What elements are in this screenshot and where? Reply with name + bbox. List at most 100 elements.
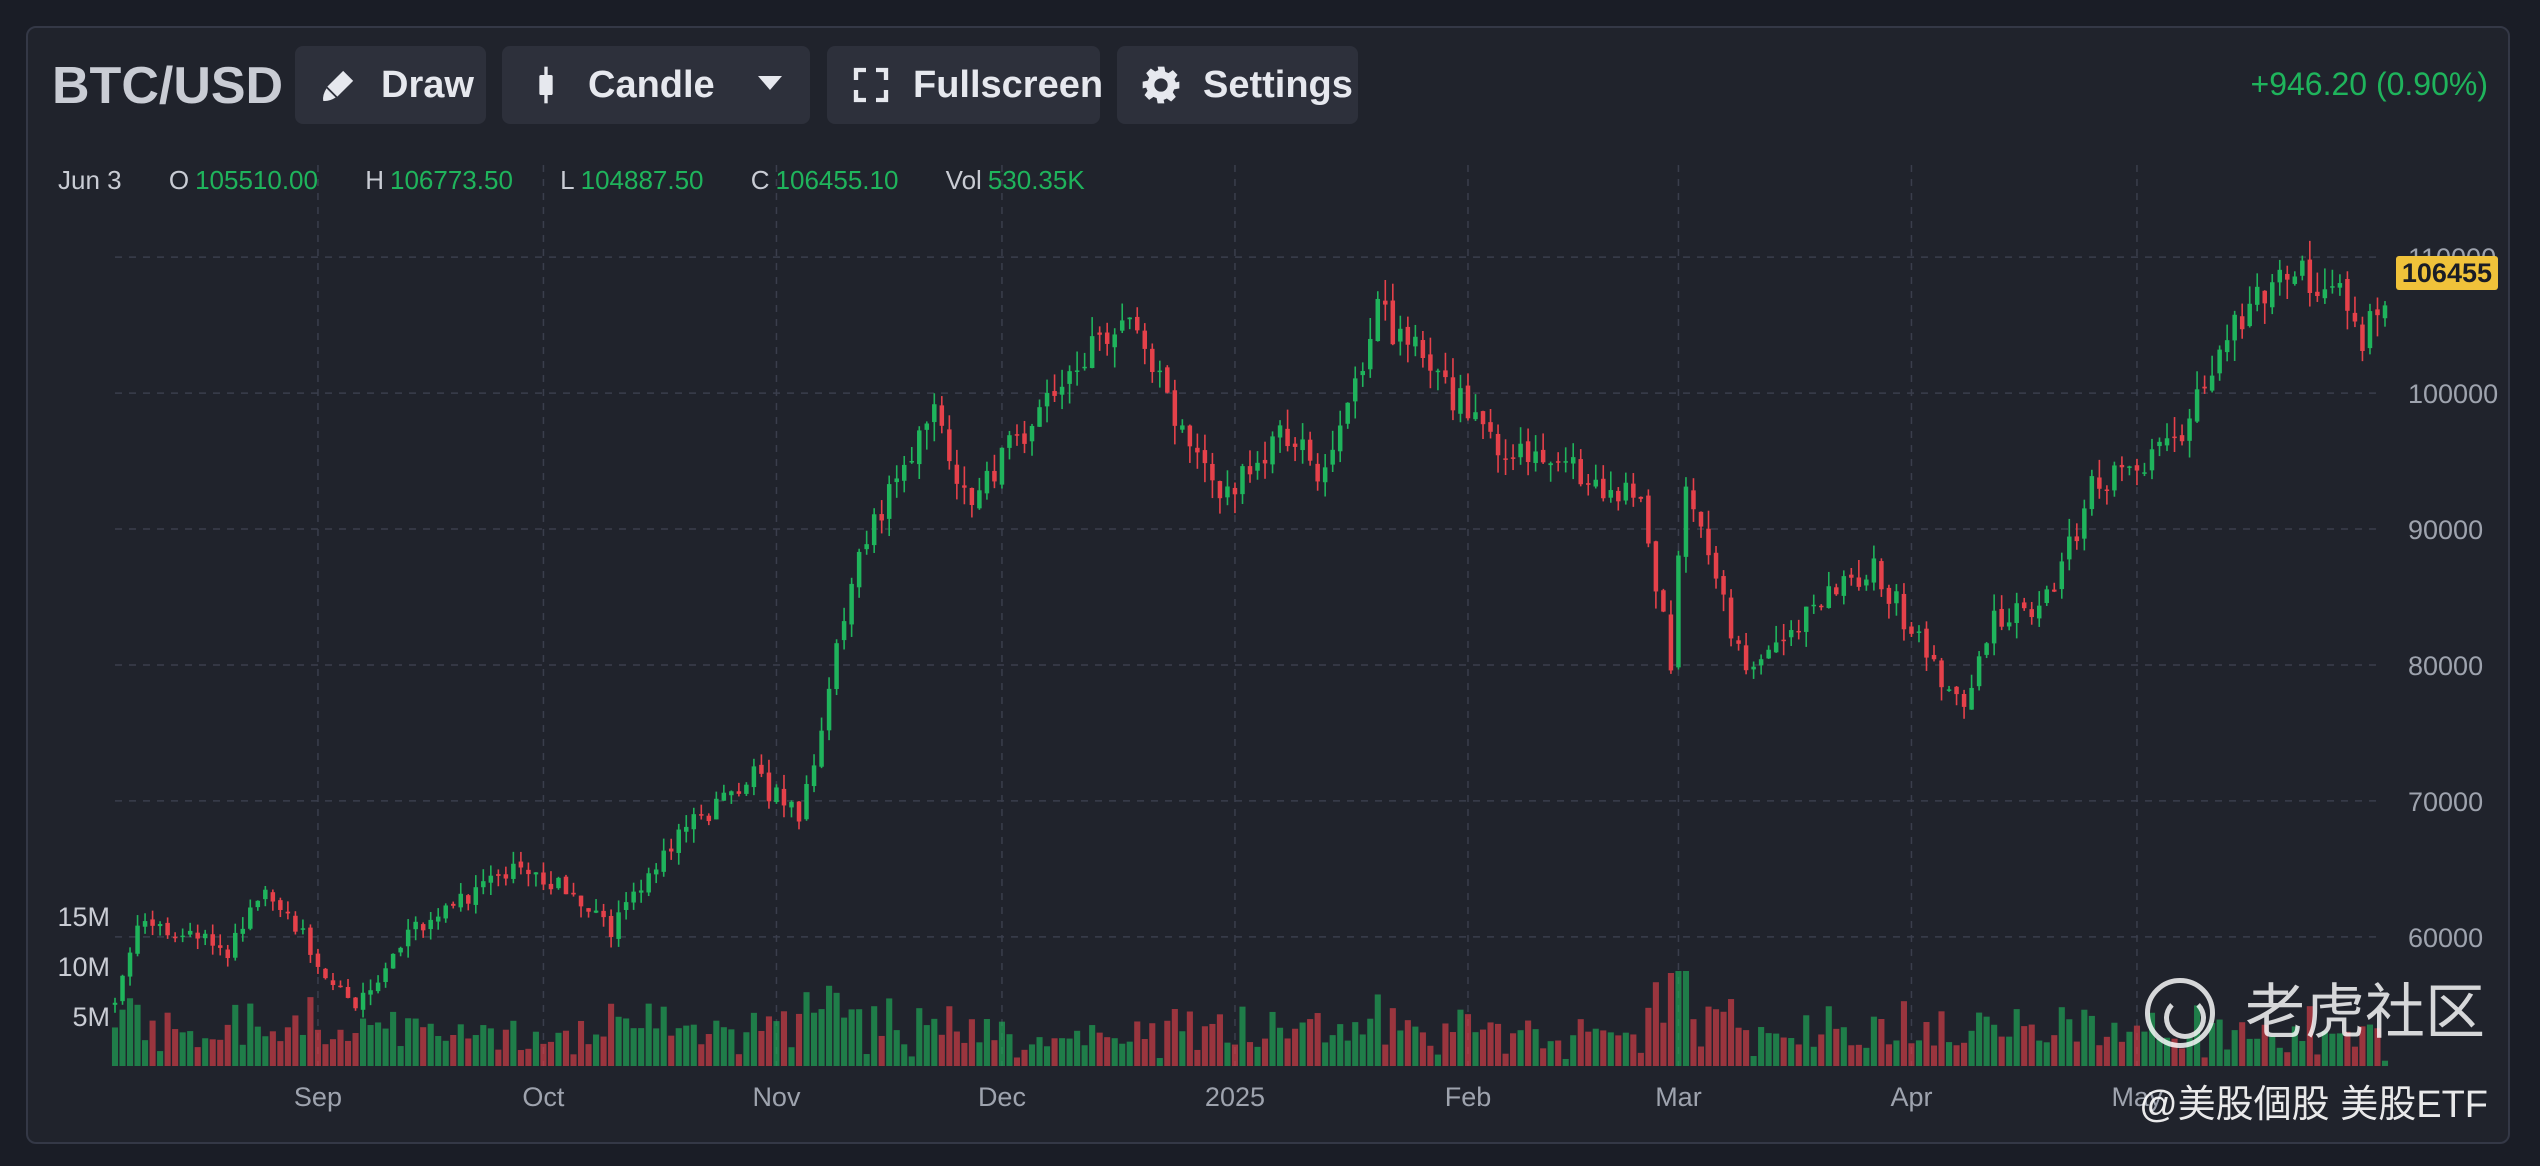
candle bbox=[135, 915, 140, 957]
volume-bar bbox=[1367, 1018, 1374, 1066]
candle bbox=[518, 851, 524, 875]
volume-bar bbox=[1540, 1048, 1547, 1066]
candle-body bbox=[638, 890, 644, 893]
candle bbox=[2262, 290, 2267, 324]
candle bbox=[2277, 259, 2283, 296]
fullscreen-button[interactable]: Fullscreen bbox=[827, 46, 1104, 124]
volume-bar bbox=[292, 1015, 299, 1066]
candle-body bbox=[1713, 552, 1719, 579]
volume-bar bbox=[1825, 1006, 1832, 1066]
volume-bar bbox=[2096, 1045, 2103, 1066]
candle bbox=[315, 948, 321, 974]
candle-body bbox=[1991, 610, 1997, 644]
candle-body bbox=[2232, 314, 2237, 341]
candle-body bbox=[1811, 604, 1816, 607]
candle-body bbox=[2224, 340, 2230, 353]
volume-bar bbox=[1449, 1032, 1456, 1066]
candle-body bbox=[2164, 438, 2170, 446]
volume-bar bbox=[1299, 1022, 1306, 1066]
candle bbox=[2074, 523, 2080, 550]
volume-bar bbox=[833, 992, 840, 1066]
candle-body bbox=[2142, 472, 2147, 474]
candle-body bbox=[1879, 561, 1884, 590]
candle bbox=[1029, 423, 1035, 456]
chart-type-dropdown[interactable]: Candle bbox=[502, 46, 810, 124]
volume-bar bbox=[495, 1049, 502, 1066]
candle-body bbox=[2352, 312, 2358, 322]
volume-bar bbox=[938, 1034, 945, 1066]
candle-body bbox=[1668, 614, 1674, 671]
candle-body bbox=[1984, 643, 1989, 655]
candle-body bbox=[2187, 418, 2192, 441]
candle bbox=[1292, 437, 1298, 462]
volume-bar bbox=[1848, 1045, 1855, 1066]
volume-bar bbox=[547, 1041, 555, 1066]
volume-bar bbox=[953, 1031, 960, 1066]
candle-body bbox=[1383, 300, 1388, 305]
volume-bar bbox=[1412, 1026, 1419, 1066]
candle-body bbox=[450, 903, 456, 906]
volume-bar bbox=[1953, 1045, 1960, 1066]
candle bbox=[2194, 371, 2200, 423]
candle-body bbox=[1405, 326, 1411, 345]
volume-tick-label: 10M bbox=[57, 952, 110, 982]
candle bbox=[1601, 465, 1606, 502]
x-tick-label: Sep bbox=[294, 1082, 342, 1112]
candle-body bbox=[1728, 597, 1734, 639]
volume-bar bbox=[1555, 1040, 1562, 1066]
candle bbox=[1315, 453, 1320, 491]
close-value: 106455.10 bbox=[775, 165, 899, 195]
candle bbox=[781, 774, 787, 818]
volume-bar bbox=[2013, 1009, 2020, 1066]
candle bbox=[2330, 269, 2335, 294]
candle-body bbox=[1059, 386, 1065, 395]
candle-body bbox=[2067, 536, 2072, 560]
candle bbox=[1225, 470, 1230, 506]
candle bbox=[1811, 594, 1816, 614]
candle-body bbox=[1112, 334, 1117, 348]
volume-bar bbox=[818, 1009, 825, 1066]
candle-body bbox=[699, 814, 704, 816]
candle-body bbox=[2209, 375, 2215, 391]
volume-bar bbox=[1036, 1037, 1043, 1066]
candle-body bbox=[1976, 656, 1982, 687]
draw-button[interactable]: Draw bbox=[295, 46, 486, 124]
volume-bar bbox=[653, 1028, 660, 1066]
candle-body bbox=[1337, 425, 1343, 452]
candle-body bbox=[1510, 457, 1516, 459]
volume-bar bbox=[713, 1020, 720, 1066]
volume-bar bbox=[1134, 1021, 1141, 1066]
candle-body bbox=[1796, 630, 1801, 633]
candle-body bbox=[2179, 435, 2185, 442]
candle bbox=[2157, 437, 2162, 457]
candle bbox=[1465, 373, 1471, 421]
settings-button[interactable]: Settings bbox=[1117, 46, 1358, 124]
candle-body bbox=[736, 791, 742, 794]
volume-bar bbox=[224, 1024, 231, 1066]
candle-body bbox=[1864, 579, 1869, 586]
candle bbox=[1127, 317, 1132, 330]
candle bbox=[1337, 410, 1343, 463]
candle bbox=[1886, 584, 1892, 619]
candle bbox=[368, 979, 373, 1006]
candle-body bbox=[729, 791, 734, 796]
candle bbox=[1255, 451, 1260, 480]
candle bbox=[1360, 362, 1365, 387]
candle bbox=[1540, 433, 1546, 464]
volume-bar bbox=[1013, 1057, 1021, 1066]
candle bbox=[2021, 597, 2027, 611]
candle bbox=[1165, 365, 1170, 394]
candle bbox=[1646, 489, 1651, 548]
volume-bar bbox=[217, 1039, 224, 1066]
volume-bar bbox=[961, 1042, 968, 1066]
candle bbox=[1495, 424, 1501, 473]
candle-body bbox=[1518, 443, 1523, 458]
fullscreen-button-label: Fullscreen bbox=[913, 63, 1104, 106]
candle-body bbox=[886, 484, 892, 519]
candle bbox=[1510, 444, 1516, 471]
candle-body bbox=[871, 514, 877, 546]
candle-body bbox=[1901, 593, 1907, 630]
volume-bar bbox=[532, 1031, 539, 1066]
candle bbox=[127, 947, 133, 986]
